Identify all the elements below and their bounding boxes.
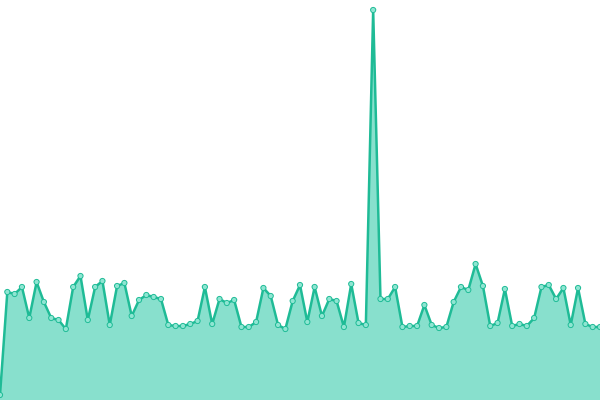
point-marker bbox=[92, 283, 99, 291]
point-marker bbox=[296, 281, 304, 289]
point-marker bbox=[355, 319, 362, 327]
point-marker bbox=[311, 283, 318, 291]
point-marker bbox=[260, 284, 267, 292]
point-marker bbox=[531, 314, 538, 322]
point-marker bbox=[0, 391, 4, 399]
point-marker bbox=[179, 322, 187, 330]
point-marker bbox=[370, 6, 377, 14]
point-marker bbox=[11, 290, 18, 298]
point-marker bbox=[596, 323, 600, 331]
point-marker bbox=[333, 297, 340, 305]
point-marker bbox=[392, 283, 399, 291]
point-marker bbox=[377, 295, 384, 303]
point-marker bbox=[582, 320, 589, 328]
point-marker bbox=[165, 321, 172, 329]
point-marker bbox=[318, 312, 326, 320]
point-marker bbox=[501, 285, 508, 293]
point-marker bbox=[194, 317, 201, 325]
point-marker bbox=[33, 278, 40, 286]
point-marker bbox=[560, 284, 567, 292]
point-marker bbox=[428, 321, 435, 329]
point-marker bbox=[362, 321, 369, 329]
area-fill bbox=[0, 10, 600, 400]
point-marker bbox=[435, 324, 443, 332]
point-marker bbox=[384, 295, 391, 303]
point-marker bbox=[274, 321, 282, 329]
point-marker bbox=[201, 283, 208, 291]
point-marker bbox=[304, 318, 311, 326]
point-marker bbox=[494, 319, 501, 327]
point-marker bbox=[479, 282, 487, 290]
point-marker bbox=[567, 321, 574, 329]
point-marker bbox=[443, 323, 450, 331]
point-marker bbox=[99, 277, 106, 285]
point-marker bbox=[62, 325, 69, 333]
point-marker bbox=[216, 295, 223, 303]
point-marker bbox=[48, 314, 55, 322]
point-marker bbox=[552, 295, 560, 303]
point-marker bbox=[472, 260, 479, 268]
point-marker bbox=[457, 283, 465, 291]
point-marker bbox=[589, 323, 596, 331]
point-marker bbox=[545, 281, 552, 289]
point-marker bbox=[70, 283, 77, 291]
point-marker bbox=[252, 318, 260, 326]
point-marker bbox=[406, 322, 413, 330]
point-marker bbox=[150, 293, 157, 301]
point-marker bbox=[157, 295, 165, 303]
point-marker bbox=[143, 291, 150, 299]
point-marker bbox=[413, 322, 421, 330]
point-marker bbox=[18, 283, 26, 291]
point-marker bbox=[77, 272, 84, 280]
point-marker bbox=[187, 320, 194, 328]
point-marker bbox=[84, 316, 91, 324]
point-marker bbox=[113, 282, 121, 290]
point-marker bbox=[289, 297, 296, 305]
point-marker bbox=[121, 279, 128, 287]
point-marker bbox=[487, 322, 494, 330]
point-marker bbox=[282, 325, 289, 333]
point-marker bbox=[55, 316, 62, 324]
point-marker bbox=[348, 280, 355, 288]
point-marker bbox=[267, 292, 274, 300]
point-marker bbox=[465, 286, 472, 294]
point-marker bbox=[516, 320, 523, 328]
point-marker bbox=[209, 320, 216, 328]
point-marker bbox=[26, 314, 33, 322]
point-marker bbox=[509, 322, 516, 330]
point-marker bbox=[128, 312, 135, 320]
point-marker bbox=[574, 284, 582, 292]
point-marker bbox=[172, 322, 179, 330]
point-marker bbox=[231, 296, 238, 304]
point-marker bbox=[40, 298, 48, 306]
point-marker bbox=[399, 323, 406, 331]
point-marker bbox=[326, 295, 333, 303]
point-marker bbox=[4, 288, 11, 296]
point-marker bbox=[245, 323, 252, 331]
point-marker bbox=[421, 301, 428, 309]
point-marker bbox=[450, 298, 457, 306]
point-marker bbox=[340, 323, 348, 331]
point-marker bbox=[523, 322, 530, 330]
point-marker bbox=[223, 299, 230, 307]
point-marker bbox=[238, 323, 245, 331]
point-marker bbox=[538, 283, 545, 291]
point-marker bbox=[135, 296, 143, 304]
point-marker bbox=[106, 321, 113, 329]
